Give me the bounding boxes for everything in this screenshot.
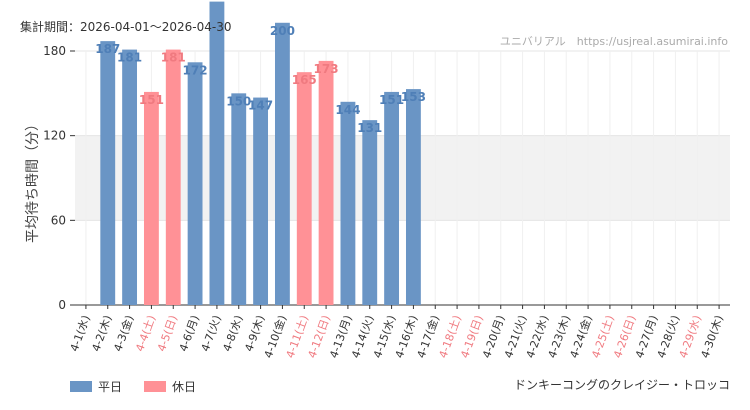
legend: 平日 休日 — [70, 378, 196, 395]
holiday-swatch — [144, 381, 167, 392]
watermark: ユニバリアル https://usjreal.asumirai.info — [500, 35, 728, 48]
bar-14 — [384, 91, 400, 305]
x-tick-label-7: 4-8(水) — [221, 314, 246, 354]
legend-label-weekday: 平日 — [98, 380, 123, 394]
bar-label-5: 172 — [183, 63, 208, 77]
bar-12 — [340, 101, 356, 305]
bar-label-11: 173 — [314, 62, 339, 76]
bar-label-2: 181 — [117, 51, 142, 65]
period-label: 集計期間：2026-04-01～2026-04-30 — [20, 19, 231, 34]
bar-15 — [405, 89, 421, 305]
weekday-swatch — [70, 381, 92, 392]
y-tick-label-120: 120 — [43, 129, 66, 143]
x-tick-label-3: 4-4(土) — [133, 314, 158, 354]
x-tick-label-8: 4-9(木) — [242, 314, 267, 354]
bar-3 — [143, 91, 159, 305]
bar-label-9: 200 — [270, 24, 295, 38]
x-tick-label-0: 4-1(水) — [68, 314, 93, 354]
bar-label-1: 187 — [95, 42, 120, 56]
x-tick-label-1: 4-2(木) — [90, 314, 115, 354]
x-tick-label-6: 4-7(火) — [199, 314, 224, 354]
legend-item-holiday[interactable]: 休日 — [144, 378, 196, 395]
bar-label-3: 151 — [139, 93, 164, 107]
bar-label-13: 131 — [357, 121, 382, 135]
attraction-name: ドンキーコングのクレイジー・トロッコ — [514, 378, 730, 392]
bar-label-12: 144 — [335, 103, 360, 117]
bar-label-4: 181 — [161, 51, 186, 65]
y-tick-label-60: 60 — [51, 213, 66, 227]
bar-label-15: 153 — [401, 90, 426, 104]
band-0 — [75, 135, 730, 221]
bar-8 — [253, 97, 269, 305]
bar-labels: 1871811511811721501472001651731441311511… — [95, 24, 426, 135]
legend-item-weekday[interactable]: 平日 — [70, 378, 122, 395]
bar-label-8: 147 — [248, 99, 273, 113]
bar-10 — [296, 72, 312, 306]
y-axis-label: 平均待ち時間（分） — [25, 117, 41, 243]
bar-label-10: 165 — [292, 73, 317, 87]
bar-7 — [231, 93, 247, 305]
x-tick-label-2: 4-3(金) — [110, 313, 136, 353]
y-tick-label-180: 180 — [43, 44, 66, 58]
bar-2 — [122, 49, 138, 305]
legend-label-holiday: 休日 — [172, 380, 197, 394]
bar-label-7: 150 — [226, 94, 251, 108]
y-ticks: 0 60 120 180 — [43, 44, 75, 312]
x-tick-label-5: 4-6(月) — [177, 314, 202, 354]
y-tick-label-0: 0 — [58, 298, 66, 312]
bar-11 — [318, 60, 334, 305]
bar-label-14: 151 — [379, 93, 404, 107]
bar-9 — [274, 22, 290, 306]
bar-4 — [165, 49, 181, 305]
plot-background — [75, 135, 730, 221]
x-ticks: 4-1(水)4-2(木)4-3(金)4-4(土)4-5(日)4-6(月)4-7(… — [68, 305, 726, 360]
bars — [100, 1, 421, 306]
bar-6 — [209, 1, 225, 305]
x-tick-label-4: 4-5(日) — [155, 314, 180, 354]
bar-1 — [100, 41, 116, 305]
bar-5 — [187, 62, 203, 306]
bar-13 — [362, 120, 378, 306]
